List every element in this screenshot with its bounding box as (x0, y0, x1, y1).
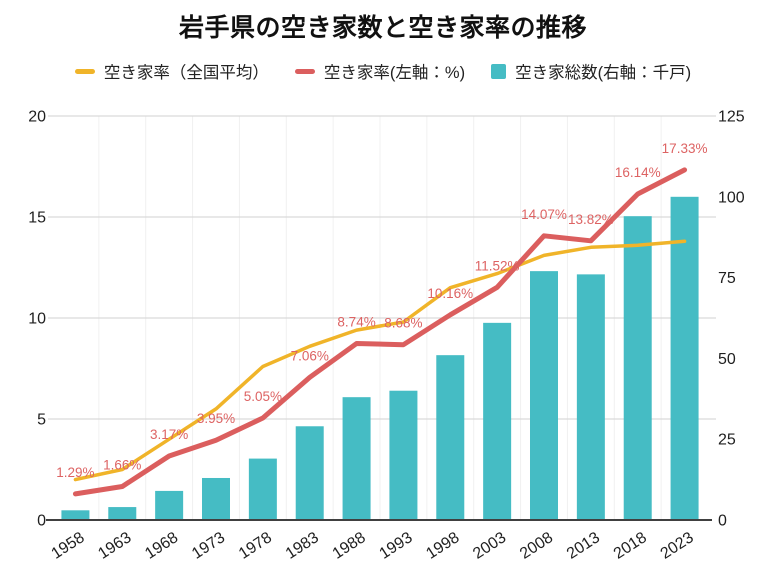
legend-label-vacancy-rate: 空き家率(左軸：%) (323, 64, 466, 82)
vacant-houses-bar (155, 490, 184, 520)
vacancy-rate-line (72, 167, 688, 497)
vacant-houses-bar (530, 271, 558, 520)
vacant-houses-bar (248, 458, 277, 520)
rate-point-label: 8.68% (384, 316, 422, 331)
vacant-houses-bar (576, 274, 605, 520)
x-axis-label: 1968 (142, 529, 181, 563)
rate-point-label: 7.06% (291, 348, 329, 363)
vacant-houses-bar (670, 196, 699, 521)
x-axis-label: 1998 (423, 529, 462, 563)
legend-label-vacant-houses: 空き家総数(右軸：千戸) (515, 64, 692, 82)
vacant-houses-bar (202, 477, 230, 520)
rate-point-label: 16.14% (615, 165, 661, 180)
x-axis-label: 1958 (48, 529, 87, 563)
right-axis-tick-label: 100 (718, 189, 745, 206)
x-axis-label: 2018 (611, 529, 650, 563)
legend-item-vacant-houses[interactable]: 空き家総数(右軸：千戸) (491, 59, 691, 83)
left-axis-tick-label: 20 (28, 109, 46, 126)
x-axis-label: 2023 (658, 529, 697, 563)
left-axis-tick-label: 5 (37, 412, 46, 429)
vacant-houses-bar (61, 510, 90, 520)
rate-point-label: 1.66% (103, 457, 141, 472)
rate-point-label: 8.74% (337, 314, 375, 329)
x-axis-label: 1978 (236, 529, 275, 563)
national-average-line (73, 239, 687, 482)
rate-point-label: 13.82% (568, 212, 614, 227)
vacant-houses-bar (623, 216, 652, 520)
left-axis-tick-label: 0 (37, 513, 46, 530)
vacant-houses-bar (389, 390, 418, 520)
rate-point-label: 11.52% (475, 258, 520, 273)
right-axis-tick-label: 50 (718, 351, 736, 368)
rate-point-label: 3.17% (150, 427, 188, 442)
vacant-houses-bar-marker-icon (491, 63, 507, 79)
rate-point-label: 10.16% (427, 286, 473, 301)
vacant-houses-bar (342, 397, 371, 520)
vacant-houses-bar (108, 507, 137, 520)
x-axis-label: 1993 (376, 529, 415, 563)
x-axis-label: 2003 (470, 529, 509, 563)
right-axis-tick-label: 75 (718, 270, 736, 287)
x-axis-label: 1988 (330, 529, 369, 563)
chart-title: 岩手県の空き家数と空き家率の推移 (178, 14, 587, 42)
rate-point-label: 14.07% (521, 207, 567, 222)
chart-legend: 空き家率（全国平均） 空き家率(左軸：%) 空き家総数(右軸：千戸) (0, 59, 766, 83)
national-average-line-marker-icon (74, 68, 95, 74)
legend-item-national-average[interactable]: 空き家率（全国平均） (74, 59, 269, 83)
x-axis-label: 2013 (564, 529, 603, 563)
x-axis-label: 1983 (283, 529, 322, 563)
vacancy-rate-line-marker-icon (294, 68, 315, 74)
rate-point-label: 1.29% (56, 465, 94, 480)
right-axis-tick-label: 125 (718, 109, 745, 126)
rate-point-label: 5.05% (244, 389, 282, 404)
vacant-houses-bar (436, 355, 465, 520)
right-axis-tick-label: 0 (718, 513, 727, 530)
legend-item-vacancy-rate[interactable]: 空き家率(左軸：%) (294, 59, 466, 83)
right-axis-tick-label: 25 (718, 432, 736, 449)
x-axis-label: 2008 (517, 529, 556, 563)
legend-label-national-average: 空き家率（全国平均） (103, 64, 269, 82)
rate-point-label: 3.95% (197, 411, 235, 426)
rate-point-label: 17.33% (662, 141, 708, 156)
left-axis-tick-label: 10 (28, 311, 46, 328)
x-axis-label: 1973 (189, 529, 228, 563)
left-axis-tick-label: 15 (28, 210, 46, 227)
x-axis-label: 1963 (95, 529, 134, 563)
vacant-houses-bar (295, 426, 324, 520)
vacant-houses-bar (483, 322, 512, 520)
